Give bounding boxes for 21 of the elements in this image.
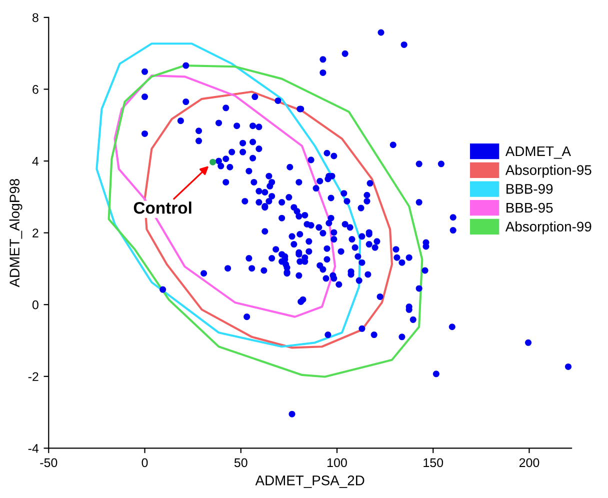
legend-label: BBB-95: [506, 202, 553, 213]
x-tick-label: 200: [519, 458, 540, 468]
legend-label: BBB-99: [506, 184, 553, 194]
y-tick-label: 8: [32, 13, 38, 22]
y-tick-label: 6: [32, 85, 38, 94]
legend-label: Absorption-99: [505, 221, 592, 234]
y-tick-label: 0: [32, 300, 38, 310]
y-tick-label: 2: [32, 228, 38, 238]
legend-label: Absorption-95: [505, 164, 592, 178]
x-axis-title: ADMET_PSA_2D: [255, 475, 364, 488]
y-tick-label: 4: [32, 156, 39, 166]
x-tick-label: 0: [142, 458, 148, 468]
x-tick-label: 50: [234, 458, 248, 468]
x-tick-label: -50: [40, 458, 58, 468]
y-tick-label: -2: [28, 372, 38, 381]
y-tick-label: -4: [28, 444, 39, 453]
x-tick-label: 100: [328, 458, 347, 468]
text: Control: [134, 202, 192, 214]
legend-label: ADMET_A: [505, 146, 571, 159]
y-axis-title: ADMET_AlogP98: [9, 178, 22, 288]
x-tick-label: 150: [424, 458, 444, 468]
